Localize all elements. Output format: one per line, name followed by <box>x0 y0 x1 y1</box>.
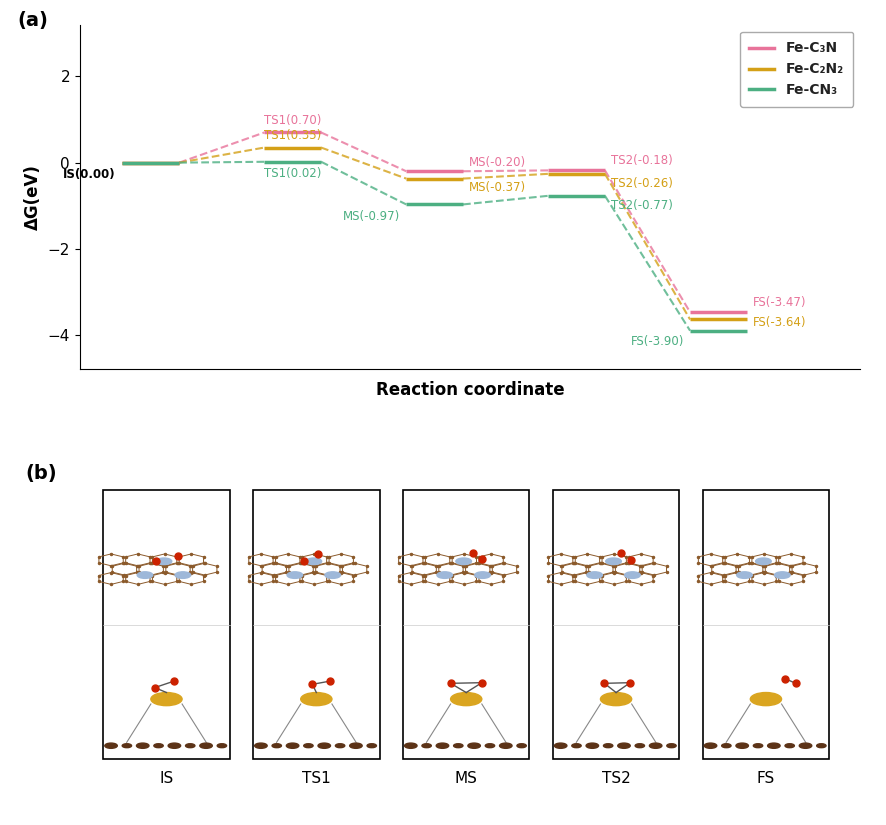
Circle shape <box>602 744 612 747</box>
Circle shape <box>286 743 299 748</box>
Circle shape <box>422 744 431 747</box>
Circle shape <box>437 572 452 578</box>
Circle shape <box>287 572 302 578</box>
Text: FS(-3.47): FS(-3.47) <box>751 295 805 309</box>
Circle shape <box>156 558 172 564</box>
Circle shape <box>617 743 630 748</box>
Circle shape <box>349 743 361 748</box>
Text: FS: FS <box>756 771 774 785</box>
Bar <box>402 490 529 759</box>
Circle shape <box>600 692 631 705</box>
Circle shape <box>485 744 494 747</box>
Circle shape <box>199 743 212 748</box>
Y-axis label: ΔG(eV): ΔG(eV) <box>24 164 43 230</box>
Circle shape <box>474 572 490 578</box>
Text: TS1: TS1 <box>301 771 330 785</box>
Circle shape <box>816 744 825 747</box>
Circle shape <box>798 743 811 748</box>
Circle shape <box>436 743 448 748</box>
Circle shape <box>455 558 471 564</box>
Circle shape <box>217 744 226 747</box>
Circle shape <box>318 743 330 748</box>
Circle shape <box>306 558 322 564</box>
Circle shape <box>137 572 152 578</box>
Circle shape <box>736 572 751 578</box>
Text: MS: MS <box>455 771 477 785</box>
Bar <box>702 490 828 759</box>
Text: (a): (a) <box>18 11 48 30</box>
Circle shape <box>624 572 640 578</box>
Legend: Fe-C₃N, Fe-C₂N₂, Fe-CN₃: Fe-C₃N, Fe-C₂N₂, Fe-CN₃ <box>739 31 852 107</box>
Circle shape <box>300 692 331 705</box>
Circle shape <box>272 744 281 747</box>
Text: TS1(0.02): TS1(0.02) <box>264 167 321 180</box>
Circle shape <box>404 743 416 748</box>
Circle shape <box>634 744 644 747</box>
Circle shape <box>324 572 340 578</box>
Circle shape <box>122 744 131 747</box>
Circle shape <box>499 743 511 748</box>
Circle shape <box>571 744 580 747</box>
Circle shape <box>151 692 182 705</box>
Circle shape <box>254 743 267 748</box>
Circle shape <box>453 744 462 747</box>
Text: MS(-0.20): MS(-0.20) <box>468 156 525 168</box>
Circle shape <box>517 744 525 747</box>
Text: TS2(-0.77): TS2(-0.77) <box>610 200 672 212</box>
Circle shape <box>168 743 181 748</box>
Circle shape <box>450 692 481 705</box>
Circle shape <box>735 743 748 748</box>
Circle shape <box>335 744 345 747</box>
Circle shape <box>586 743 598 748</box>
Text: FS(-3.90): FS(-3.90) <box>630 335 684 348</box>
Circle shape <box>721 744 730 747</box>
Circle shape <box>175 572 190 578</box>
Bar <box>552 490 679 759</box>
Circle shape <box>136 743 149 748</box>
Circle shape <box>303 744 313 747</box>
Circle shape <box>467 743 480 748</box>
Text: (b): (b) <box>25 464 57 483</box>
Circle shape <box>752 744 762 747</box>
Text: IS(0.00): IS(0.00) <box>63 167 115 181</box>
Circle shape <box>750 692 781 705</box>
Text: FS(-3.64): FS(-3.64) <box>751 316 805 328</box>
Text: TS2(-0.18): TS2(-0.18) <box>610 154 672 167</box>
Circle shape <box>649 743 661 748</box>
Circle shape <box>773 572 789 578</box>
Bar <box>253 490 379 759</box>
Text: TS1(0.70): TS1(0.70) <box>264 114 321 127</box>
X-axis label: Reaction coordinate: Reaction coordinate <box>376 380 563 398</box>
Text: TS2(-0.26): TS2(-0.26) <box>610 177 672 191</box>
Circle shape <box>605 558 621 564</box>
Circle shape <box>587 572 602 578</box>
Circle shape <box>105 743 117 748</box>
Text: TS1(0.35): TS1(0.35) <box>264 129 321 142</box>
Circle shape <box>766 743 779 748</box>
Circle shape <box>367 744 376 747</box>
Circle shape <box>185 744 195 747</box>
Circle shape <box>703 743 716 748</box>
Bar <box>103 490 229 759</box>
Circle shape <box>784 744 794 747</box>
Circle shape <box>153 744 163 747</box>
Text: TS2: TS2 <box>601 771 630 785</box>
Text: MS(-0.97): MS(-0.97) <box>343 210 400 223</box>
Circle shape <box>755 558 770 564</box>
Circle shape <box>554 743 566 748</box>
Circle shape <box>666 744 675 747</box>
Text: MS(-0.37): MS(-0.37) <box>468 182 525 194</box>
Text: IS: IS <box>159 771 174 785</box>
